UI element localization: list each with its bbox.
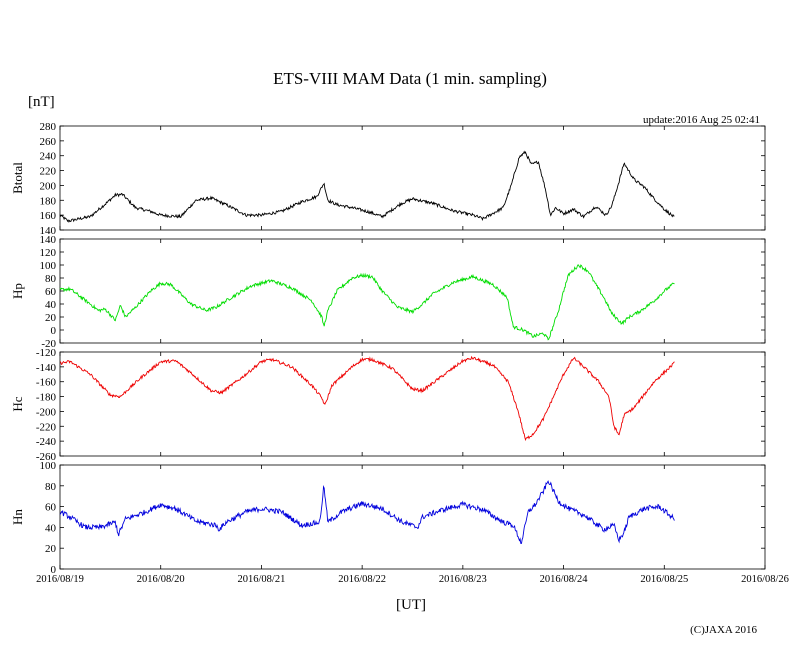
panel-label-Btotal: Btotal (10, 162, 25, 194)
y-tick-label-Hp: 120 (40, 247, 57, 259)
y-tick-label-Btotal: 220 (40, 166, 57, 178)
series-line-Btotal (59, 150, 675, 223)
x-tick-label: 2016/08/23 (439, 574, 487, 585)
x-axis-label: [UT] (396, 597, 426, 613)
y-tick-label-Hn: 20 (45, 543, 57, 555)
y-tick-label-Btotal: 240 (40, 151, 57, 163)
y-tick-label-Hc: -220 (36, 421, 57, 433)
panel-frame-Hn (59, 464, 766, 570)
y-tick-label-Hc: -180 (36, 392, 57, 404)
y-tick-label-Hp: 40 (45, 299, 57, 311)
series-line-Hn (59, 480, 675, 544)
x-tick-label: 2016/08/22 (338, 574, 386, 585)
y-tick-label-Hn: 80 (45, 481, 57, 493)
y-tick-label-Hn: 0 (51, 564, 57, 576)
y-tick-label-Hc: -260 (36, 451, 57, 463)
y-tick-label-Hp: 80 (45, 273, 57, 285)
panel-frame-Hc (59, 351, 766, 457)
x-tick-label: 2016/08/21 (238, 574, 286, 585)
y-tick-label-Hp: 60 (45, 286, 57, 298)
copyright-credit: (C)JAXA 2016 (690, 624, 757, 636)
y-tick-label-Hc: -160 (36, 377, 57, 389)
panel-frame-Hp (59, 238, 766, 344)
y-tick-label-Btotal: 280 (40, 121, 57, 133)
x-tick-label: 2016/08/19 (36, 574, 84, 585)
y-tick-label-Hn: 60 (45, 502, 57, 514)
panel-frame-Btotal (59, 125, 766, 231)
y-tick-label-Hp: 140 (40, 234, 57, 246)
x-tick-label: 2016/08/26 (741, 574, 789, 585)
panel-label-Hp: Hp (10, 283, 25, 299)
y-tick-label-Hc: -200 (36, 406, 57, 418)
y-tick-label-Hp: 100 (40, 260, 57, 272)
chart-title: ETS-VIII MAM Data (1 min. sampling) (273, 69, 547, 88)
x-tick-label: 2016/08/25 (640, 574, 688, 585)
x-tick-label: 2016/08/20 (137, 574, 185, 585)
y-tick-label-Hc: -140 (36, 362, 57, 374)
y-tick-label-Hp: -20 (41, 338, 56, 350)
plot-panels: 140160180200220240260280Btotal-200204060… (10, 121, 789, 585)
y-tick-label-Hp: 20 (45, 312, 57, 324)
series-line-Hp (59, 264, 675, 341)
panel-label-Hn: Hn (10, 509, 25, 525)
x-tick-label: 2016/08/24 (540, 574, 589, 585)
y-tick-label-Hn: 40 (45, 522, 57, 534)
y-tick-label-Hc: -240 (36, 436, 57, 448)
y-tick-label-Btotal: 200 (40, 180, 57, 192)
y-tick-label-Hp: 0 (51, 325, 57, 337)
y-tick-label-Btotal: 140 (40, 225, 57, 237)
update-timestamp: update:2016 Aug 25 02:41 (643, 114, 760, 126)
y-tick-label-Hn: 100 (40, 460, 57, 472)
y-tick-label-Btotal: 160 (40, 210, 57, 222)
y-unit-label: [nT] (28, 94, 55, 110)
y-tick-label-Btotal: 260 (40, 136, 57, 148)
y-tick-label-Hc: -120 (36, 347, 57, 359)
series-line-Hc (59, 355, 675, 442)
y-tick-label-Btotal: 180 (40, 195, 57, 207)
panel-label-Hc: Hc (10, 396, 25, 411)
